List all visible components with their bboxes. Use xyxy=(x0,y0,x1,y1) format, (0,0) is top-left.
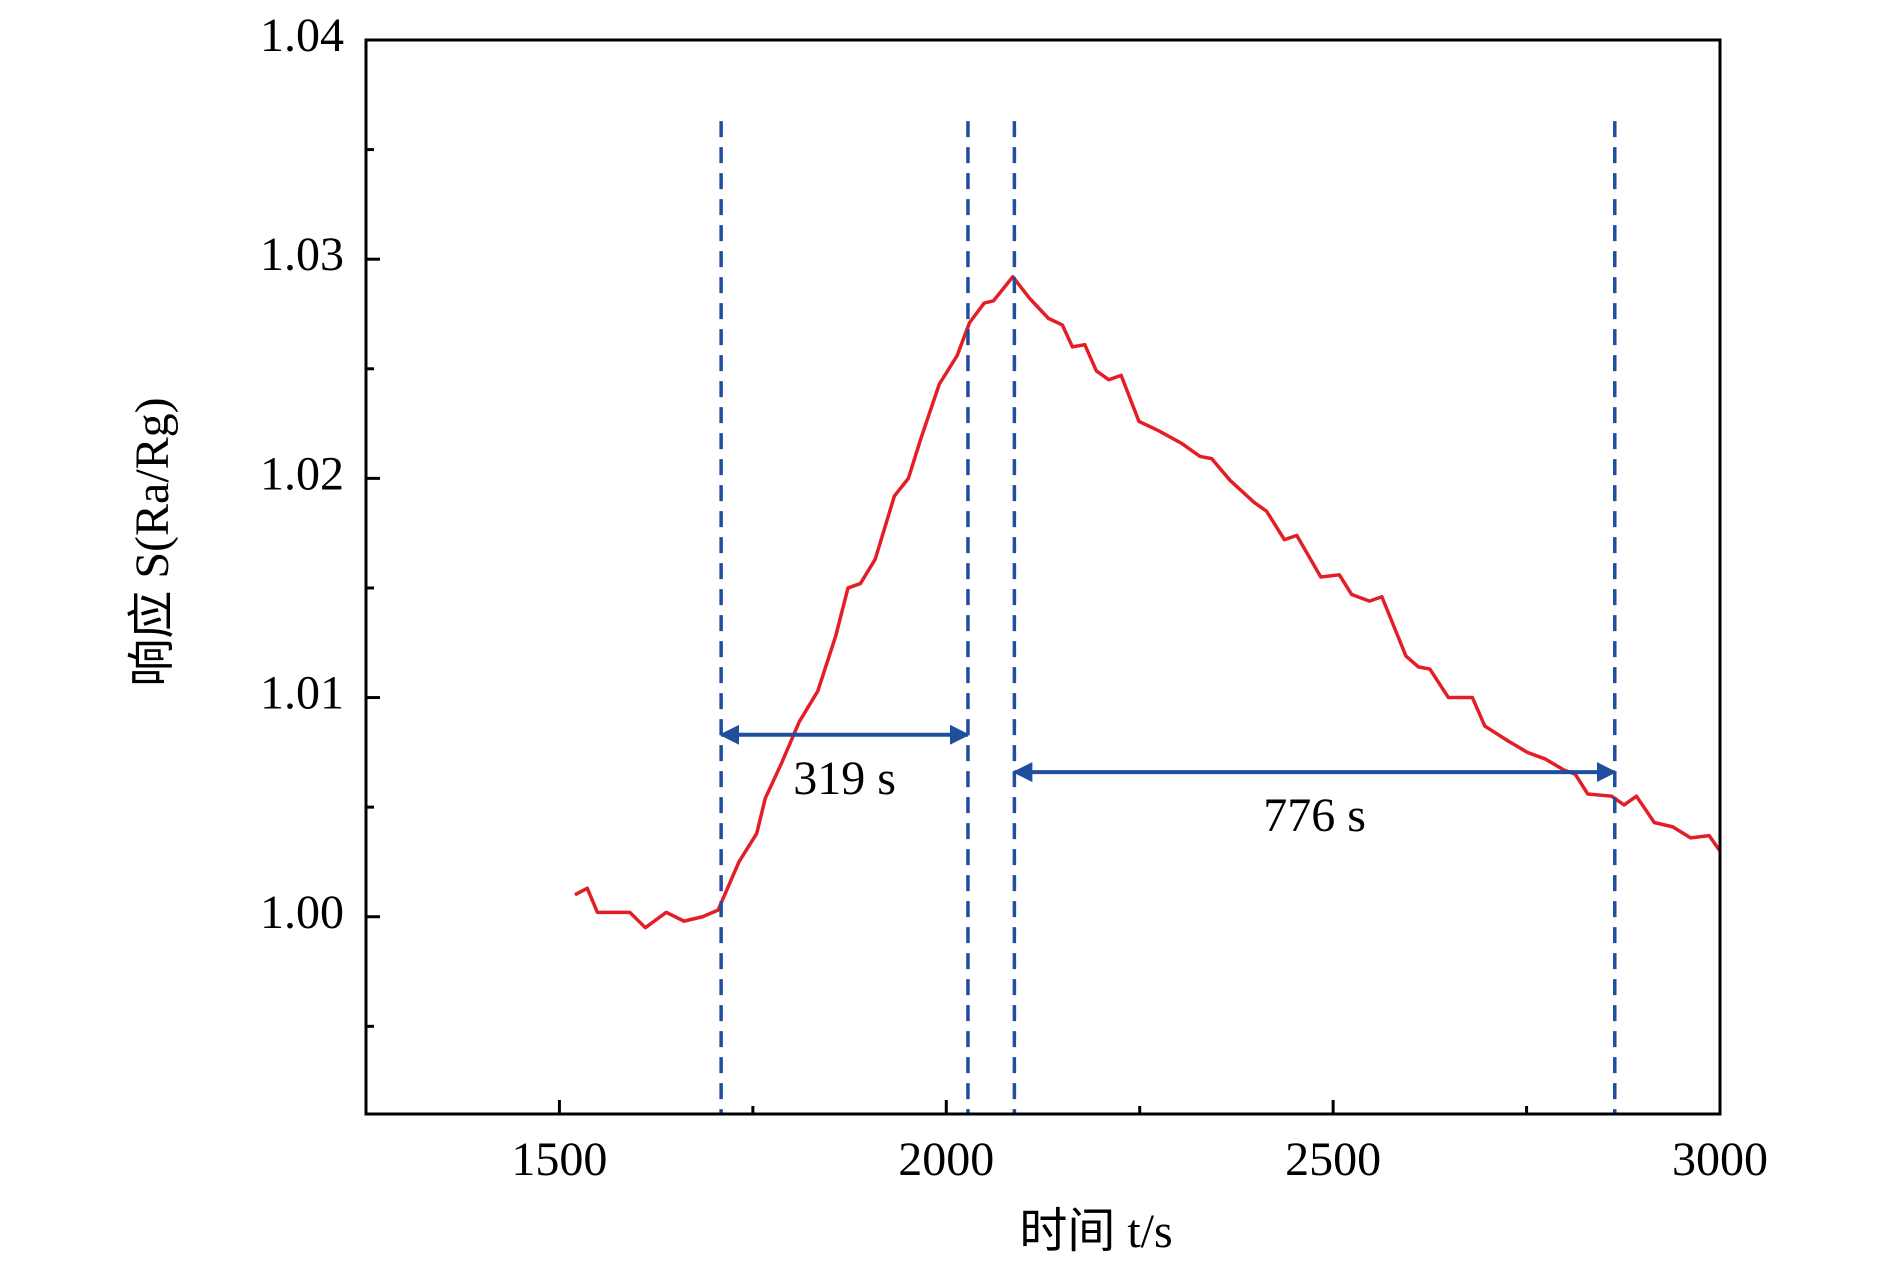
span-label: 319 s xyxy=(793,752,896,805)
y-tick-label: 1.04 xyxy=(260,9,344,62)
span-label: 776 s xyxy=(1263,789,1366,842)
data-line xyxy=(574,274,1722,930)
x-tick-label: 2500 xyxy=(1285,1133,1381,1186)
y-tick-label: 1.02 xyxy=(260,447,344,500)
y-tick-label: 1.00 xyxy=(260,886,344,939)
x-tick-label: 1500 xyxy=(511,1133,607,1186)
x-tick-label: 3000 xyxy=(1672,1133,1768,1186)
y-tick-label: 1.03 xyxy=(260,228,344,281)
y-axis-label: 响应 S(Ra/Rg) xyxy=(126,397,179,686)
x-axis-label: 时间 t/s xyxy=(1019,1205,1172,1258)
plot-frame xyxy=(364,38,1722,1116)
x-tick-label: 2000 xyxy=(898,1133,994,1186)
y-tick-label: 1.01 xyxy=(260,667,344,720)
